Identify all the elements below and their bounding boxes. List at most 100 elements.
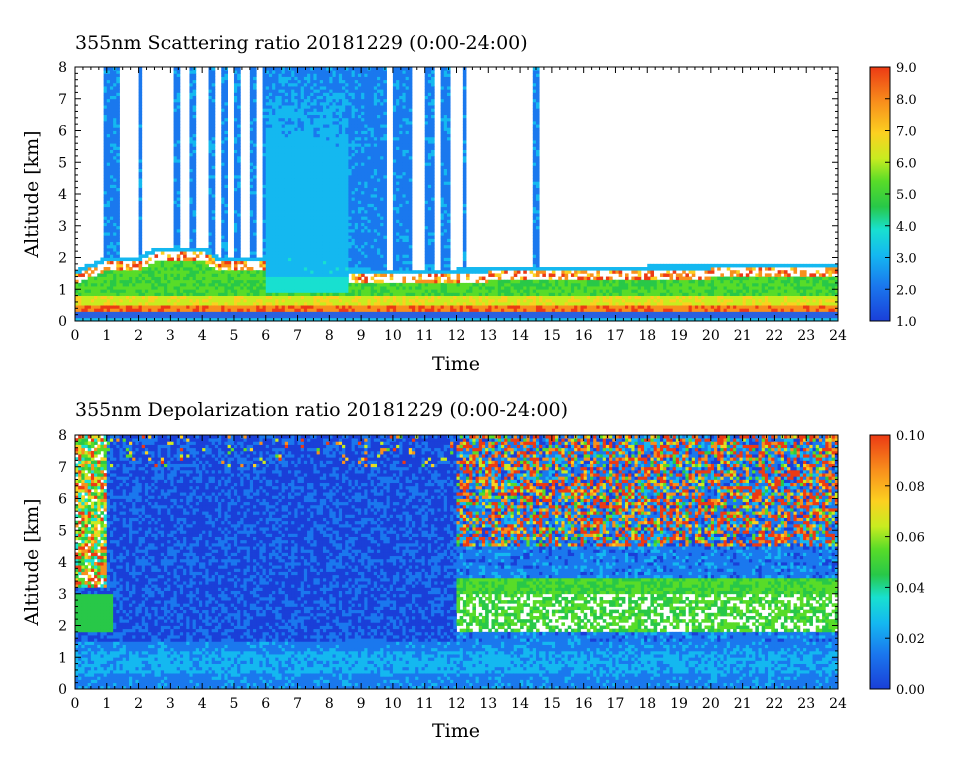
heatmap-cell bbox=[104, 118, 108, 122]
heatmap-cell bbox=[94, 267, 98, 271]
heatmap-cell bbox=[139, 181, 143, 185]
heatmap-cell bbox=[186, 308, 190, 312]
heatmap-cell bbox=[193, 308, 197, 312]
heatmap-cell bbox=[110, 143, 114, 147]
heatmap-cell bbox=[126, 315, 130, 319]
heatmap-cell bbox=[107, 118, 111, 122]
heatmap-cell bbox=[158, 264, 162, 268]
heatmap-cell bbox=[158, 283, 162, 287]
heatmap-cell bbox=[189, 131, 193, 135]
heatmap-cell bbox=[139, 226, 143, 230]
heatmap-cell bbox=[170, 308, 174, 312]
heatmap-cell bbox=[189, 92, 193, 96]
heatmap-cell bbox=[193, 105, 197, 109]
heatmap-cell bbox=[142, 296, 146, 300]
heatmap-cell bbox=[110, 296, 114, 300]
heatmap-cell bbox=[174, 299, 178, 303]
heatmap-cell bbox=[88, 315, 92, 319]
heatmap-cell bbox=[97, 308, 101, 312]
heatmap-cell bbox=[100, 286, 104, 290]
heatmap-cell bbox=[91, 308, 95, 312]
heatmap-cell bbox=[193, 124, 197, 128]
heatmap-cell bbox=[100, 273, 104, 277]
heatmap-cell bbox=[145, 292, 149, 296]
heatmap-cell bbox=[193, 108, 197, 112]
heatmap-cell bbox=[145, 267, 149, 271]
heatmap-cell bbox=[193, 226, 197, 230]
heatmap-cell bbox=[177, 226, 181, 230]
heatmap-cell bbox=[170, 248, 174, 252]
heatmap-cell bbox=[116, 238, 120, 242]
heatmap-cell bbox=[110, 121, 114, 125]
heatmap-cell bbox=[85, 315, 89, 319]
heatmap-cell bbox=[132, 292, 136, 296]
heatmap-cell bbox=[158, 296, 162, 300]
heatmap-cell bbox=[189, 191, 193, 195]
heatmap-cell bbox=[110, 311, 114, 315]
heatmap-cell bbox=[113, 175, 117, 179]
heatmap-cell bbox=[104, 223, 108, 227]
heatmap-cell bbox=[126, 299, 130, 303]
heatmap-cell bbox=[81, 296, 85, 300]
heatmap-cell bbox=[189, 89, 193, 93]
heatmap-cell bbox=[104, 311, 108, 315]
heatmap-cell bbox=[110, 232, 114, 236]
heatmap-cell bbox=[193, 140, 197, 144]
heatmap-cell bbox=[170, 302, 174, 306]
heatmap-cell bbox=[177, 77, 181, 81]
heatmap-cell bbox=[135, 264, 139, 268]
heatmap-cell bbox=[164, 267, 168, 271]
heatmap-cell bbox=[139, 99, 143, 103]
heatmap-cell bbox=[158, 267, 162, 271]
heatmap-cell bbox=[189, 229, 193, 233]
heatmap-cell bbox=[94, 283, 98, 287]
heatmap-cell bbox=[174, 92, 178, 96]
heatmap-cell bbox=[126, 280, 130, 284]
heatmap-cell bbox=[104, 178, 108, 182]
heatmap-cell bbox=[148, 277, 152, 281]
heatmap-cell bbox=[91, 299, 95, 303]
heatmap-cell bbox=[135, 296, 139, 300]
heatmap-cell bbox=[177, 258, 181, 262]
heatmap-cell bbox=[177, 254, 181, 258]
heatmap-cell bbox=[180, 270, 184, 274]
heatmap-cell bbox=[116, 270, 120, 274]
heatmap-cell bbox=[104, 216, 108, 220]
heatmap-cell bbox=[174, 219, 178, 223]
heatmap-cell bbox=[167, 283, 171, 287]
heatmap-cell bbox=[158, 292, 162, 296]
heatmap-cell bbox=[174, 111, 178, 115]
heatmap-cell bbox=[170, 305, 174, 309]
heatmap-cell bbox=[113, 83, 117, 87]
heatmap-cell bbox=[193, 311, 197, 315]
heatmap-cell bbox=[132, 283, 136, 287]
heatmap-cell bbox=[167, 270, 171, 274]
heatmap-cell bbox=[196, 315, 200, 319]
heatmap-cell bbox=[113, 131, 117, 135]
heatmap-cell bbox=[123, 296, 127, 300]
heatmap-cell bbox=[164, 299, 168, 303]
heatmap-cell bbox=[158, 277, 162, 281]
heatmap-cell bbox=[174, 184, 178, 188]
heatmap-cell bbox=[113, 207, 117, 211]
heatmap-cell bbox=[180, 302, 184, 306]
heatmap-cell bbox=[88, 305, 92, 309]
heatmap-cell bbox=[85, 302, 89, 306]
heatmap-cell bbox=[180, 273, 184, 277]
heatmap-cell bbox=[186, 264, 190, 268]
heatmap-cell bbox=[107, 83, 111, 87]
heatmap-cell bbox=[107, 223, 111, 227]
heatmap-cell bbox=[177, 311, 181, 315]
heatmap-cell bbox=[154, 264, 158, 268]
heatmap-cell bbox=[132, 261, 136, 265]
heatmap-cell bbox=[126, 264, 130, 268]
heatmap-cell bbox=[164, 273, 168, 277]
heatmap-cell bbox=[164, 264, 168, 268]
heatmap-cell bbox=[116, 235, 120, 239]
heatmap-cell bbox=[189, 210, 193, 214]
heatmap-cell bbox=[104, 292, 108, 296]
heatmap-cell bbox=[104, 99, 108, 103]
heatmap-cell bbox=[174, 188, 178, 192]
heatmap-cell bbox=[94, 311, 98, 315]
heatmap-cell bbox=[142, 308, 146, 312]
